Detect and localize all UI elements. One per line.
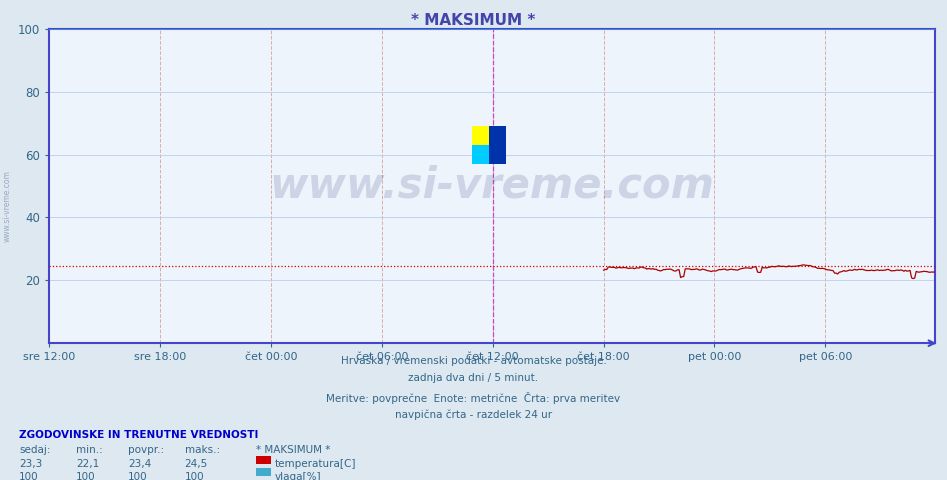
- Text: zadnja dva dni / 5 minut.: zadnja dva dni / 5 minut.: [408, 373, 539, 384]
- Text: temperatura[C]: temperatura[C]: [275, 459, 356, 469]
- Text: vlaga[%]: vlaga[%]: [275, 472, 321, 480]
- Text: 100: 100: [185, 472, 205, 480]
- Text: povpr.:: povpr.:: [128, 445, 164, 455]
- Text: 24,5: 24,5: [185, 459, 208, 469]
- Text: Hrvaška / vremenski podatki - avtomatske postaje.: Hrvaška / vremenski podatki - avtomatske…: [341, 355, 606, 366]
- Bar: [473, 126, 490, 145]
- Text: maks.:: maks.:: [185, 445, 220, 455]
- Text: 23,3: 23,3: [19, 459, 43, 469]
- Text: www.si-vreme.com: www.si-vreme.com: [3, 170, 12, 242]
- Text: 23,4: 23,4: [128, 459, 152, 469]
- Text: Meritve: povprečne  Enote: metrične  Črta: prva meritev: Meritve: povprečne Enote: metrične Črta:…: [327, 392, 620, 404]
- Bar: [473, 145, 490, 164]
- Polygon shape: [490, 126, 506, 164]
- Text: ZGODOVINSKE IN TRENUTNE VREDNOSTI: ZGODOVINSKE IN TRENUTNE VREDNOSTI: [19, 430, 259, 440]
- Text: www.si-vreme.com: www.si-vreme.com: [270, 165, 714, 207]
- Text: 100: 100: [19, 472, 39, 480]
- Text: min.:: min.:: [76, 445, 102, 455]
- Text: navpična črta - razdelek 24 ur: navpična črta - razdelek 24 ur: [395, 410, 552, 420]
- Text: * MAKSIMUM *: * MAKSIMUM *: [411, 13, 536, 28]
- Text: 100: 100: [76, 472, 96, 480]
- Text: 22,1: 22,1: [76, 459, 99, 469]
- Text: sedaj:: sedaj:: [19, 445, 50, 455]
- Text: 100: 100: [128, 472, 148, 480]
- Text: * MAKSIMUM *: * MAKSIMUM *: [256, 445, 331, 455]
